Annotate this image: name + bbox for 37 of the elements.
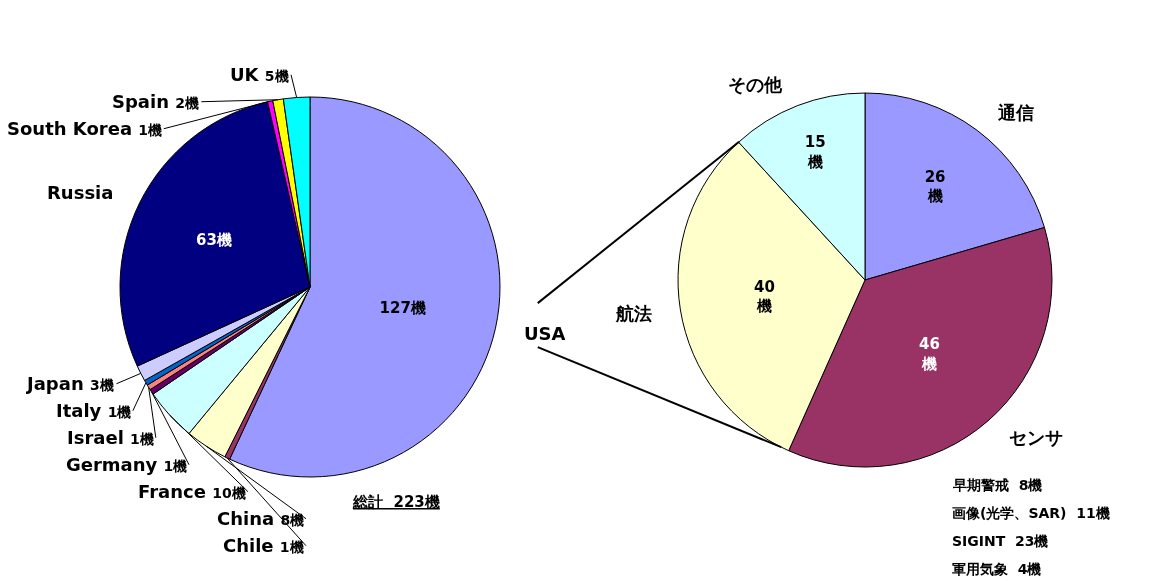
data-label: 1機 xyxy=(130,431,154,447)
text: 総計 223機 xyxy=(352,493,440,511)
text: SIGINT 23機 xyxy=(952,533,1049,549)
slice-label: その他 xyxy=(728,74,783,95)
data-label: 26 機 xyxy=(924,167,946,206)
data-label: 10機 xyxy=(212,485,246,501)
data-label: 1機 xyxy=(163,458,188,474)
data-label: 40 機 xyxy=(754,277,775,316)
slice-label: Russia xyxy=(47,182,114,203)
data-label: 2機 xyxy=(175,95,199,111)
slice-label: Spain xyxy=(112,91,169,112)
slice-label: Chile xyxy=(223,535,274,556)
slice-label: 通信 xyxy=(997,102,1034,123)
data-label: 15 機 xyxy=(804,133,826,171)
slice-label: France xyxy=(138,481,206,502)
data-label: 5機 xyxy=(264,68,289,84)
slice-label: Japan xyxy=(27,373,84,394)
data-label: 3機 xyxy=(89,377,114,393)
slice-label: UK xyxy=(230,64,259,85)
slice-label: Israel xyxy=(67,427,124,448)
slice-label: 航法 xyxy=(615,303,652,324)
slice-label: USA xyxy=(524,323,566,344)
slice-label: China xyxy=(217,508,275,529)
slice-label: Italy xyxy=(56,400,102,421)
slice-label: センサ xyxy=(1009,427,1063,448)
data-label: 46 機 xyxy=(919,335,940,373)
data-label: 1機 xyxy=(107,404,132,420)
slice-label: South Korea xyxy=(7,118,133,139)
data-label: 1機 xyxy=(279,539,304,555)
slice-label: Germany xyxy=(66,454,158,475)
data-label: 1機 xyxy=(138,122,163,138)
text: 軍用気象 4機 xyxy=(952,561,1042,577)
data-label: 63機 xyxy=(196,230,232,249)
text: 早期警戒 8機 xyxy=(952,477,1043,493)
data-label: 8機 xyxy=(280,512,305,528)
text: 画像(光学、SAR) 11機 xyxy=(952,505,1110,521)
data-label: 127機 xyxy=(379,298,426,317)
